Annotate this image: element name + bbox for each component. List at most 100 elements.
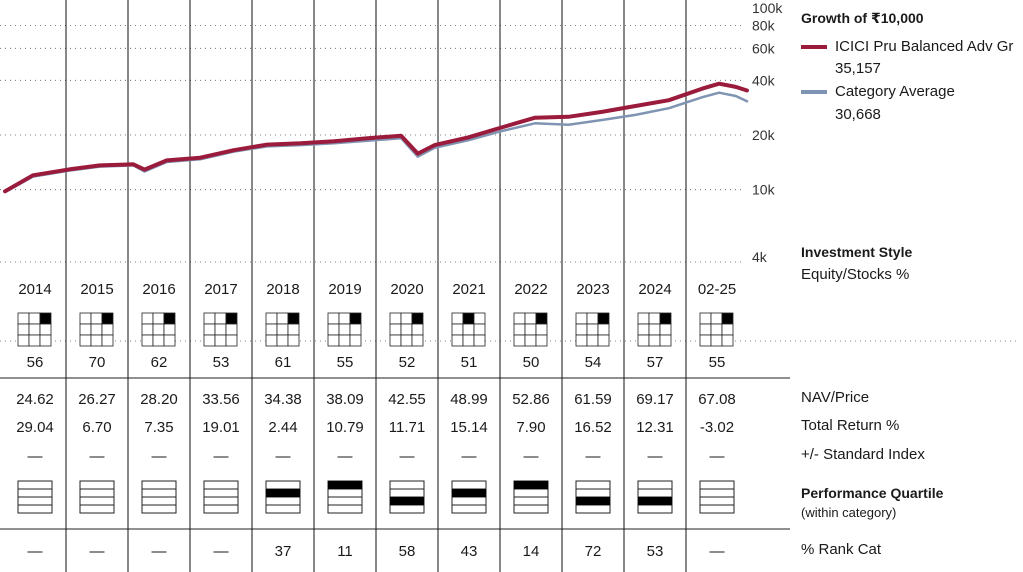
total-return-value: 19.01 — [202, 419, 240, 436]
style-box-cell — [141, 312, 154, 325]
year-label: 02-25 — [698, 281, 736, 298]
style-box-cell — [163, 323, 176, 336]
style-box-cell — [411, 334, 424, 347]
style-box-cell — [225, 323, 238, 336]
y-tick-label: 4k — [752, 249, 768, 265]
style-box-cell — [699, 312, 712, 325]
style-box-cell — [710, 312, 723, 325]
style-box-cell — [28, 312, 41, 325]
style-box-cell — [389, 312, 402, 325]
style-box-cell — [575, 334, 588, 347]
style-box — [699, 312, 734, 347]
style-box-cell — [203, 312, 216, 325]
style-box-cell — [411, 312, 424, 325]
style-box-cell — [265, 334, 278, 347]
equity-value: 50 — [523, 354, 540, 371]
investment-style-title: Investment Style — [801, 244, 913, 260]
style-box-cell — [152, 312, 165, 325]
quartile-marker — [452, 489, 486, 497]
style-box-cell — [699, 323, 712, 336]
nav-value: 26.27 — [78, 391, 116, 408]
style-box-cell — [28, 323, 41, 336]
year-label: 2014 — [18, 281, 51, 298]
quartile-marker — [328, 481, 362, 489]
vs-index-value: — — [648, 448, 663, 465]
quartile-title: Performance Quartile — [801, 485, 944, 501]
category-legend-value: 30,668 — [835, 106, 881, 123]
style-box-cell — [163, 312, 176, 325]
y-tick-label: 80k — [752, 18, 776, 34]
style-box-cell — [287, 312, 300, 325]
vs-index-value: — — [214, 448, 229, 465]
style-box-cell — [524, 334, 537, 347]
style-box-cell — [349, 323, 362, 336]
style-box-cell — [637, 312, 650, 325]
style-box-cell — [710, 323, 723, 336]
style-box-cell — [721, 323, 734, 336]
total-return-value: 15.14 — [450, 419, 488, 436]
style-box-cell — [327, 312, 340, 325]
style-box — [389, 312, 424, 347]
style-box-cell — [163, 334, 176, 347]
rank-value: 53 — [647, 543, 664, 560]
rank-value: 14 — [523, 543, 540, 560]
quartile-box — [575, 480, 611, 514]
total-return-value: 2.44 — [268, 419, 297, 436]
style-box-cell — [710, 334, 723, 347]
style-box — [17, 312, 52, 347]
total-return-value: 6.70 — [82, 419, 111, 436]
total-return-value: 16.52 — [574, 419, 612, 436]
style-box-cell — [473, 312, 486, 325]
y-tick-label: 40k — [752, 72, 776, 88]
quartile-box — [513, 480, 549, 514]
style-box-cell — [659, 334, 672, 347]
style-box-cell — [411, 323, 424, 336]
style-box-cell — [203, 323, 216, 336]
style-box — [265, 312, 300, 347]
style-box-cell — [513, 323, 526, 336]
quartile-marker — [638, 497, 672, 505]
equity-value: 57 — [647, 354, 664, 371]
equity-value: 61 — [275, 354, 292, 371]
rank-value: 43 — [461, 543, 478, 560]
style-box — [513, 312, 548, 347]
style-box-cell — [265, 312, 278, 325]
year-label: 2015 — [80, 281, 113, 298]
fund-legend-value: 35,157 — [835, 60, 881, 77]
style-box-cell — [659, 323, 672, 336]
vs-index-value: — — [276, 448, 291, 465]
style-box-cell — [17, 323, 30, 336]
style-box-cell — [214, 323, 227, 336]
category-legend-swatch — [801, 90, 827, 94]
style-box-cell — [513, 334, 526, 347]
nav-value: 69.17 — [636, 391, 674, 408]
style-box-cell — [524, 323, 537, 336]
rank-value: — — [152, 543, 167, 560]
style-box-cell — [276, 312, 289, 325]
style-box-cell — [152, 323, 165, 336]
style-box-cell — [400, 323, 413, 336]
style-box-cell — [327, 334, 340, 347]
style-box-cell — [101, 323, 114, 336]
y-tick-label: 60k — [752, 40, 776, 56]
style-box-cell — [90, 312, 103, 325]
style-box — [637, 312, 672, 347]
equity-value: 51 — [461, 354, 478, 371]
style-box-cell — [39, 323, 52, 336]
style-box-cell — [214, 312, 227, 325]
style-box-cell — [141, 323, 154, 336]
equity-value: 56 — [27, 354, 44, 371]
rank-value: — — [90, 543, 105, 560]
style-box-cell — [648, 323, 661, 336]
nav-value: 34.38 — [264, 391, 302, 408]
quartile-marker — [576, 497, 610, 505]
style-box-cell — [597, 323, 610, 336]
rank-value: 58 — [399, 543, 416, 560]
style-box-cell — [79, 312, 92, 325]
quartile-box — [17, 480, 53, 514]
style-box-cell — [265, 323, 278, 336]
style-box-cell — [400, 334, 413, 347]
total-return-value: 7.35 — [144, 419, 173, 436]
quartile-box — [79, 480, 115, 514]
style-box-cell — [513, 312, 526, 325]
